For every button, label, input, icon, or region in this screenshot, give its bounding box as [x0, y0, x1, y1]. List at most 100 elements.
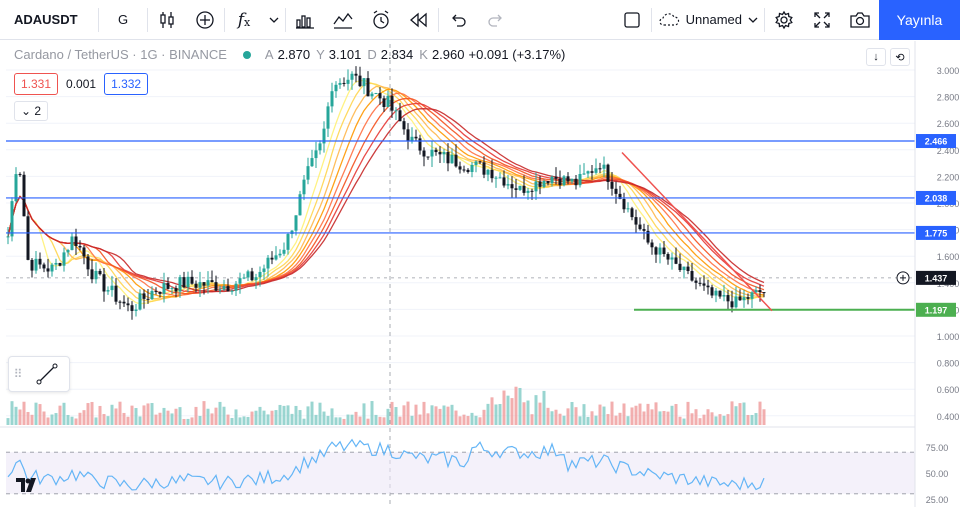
price-label-badge	[916, 190, 956, 205]
ideas-chart-icon[interactable]	[324, 0, 362, 40]
candle-body	[186, 276, 190, 288]
fullscreen-expand-icon[interactable]	[803, 0, 841, 40]
candle-body	[598, 168, 602, 170]
bid-button[interactable]: 1.331	[14, 73, 59, 95]
price-tick-label: 0.600	[937, 385, 960, 395]
volume-bar	[506, 395, 510, 425]
volume-bar	[722, 415, 726, 425]
financials-icon[interactable]	[286, 0, 324, 40]
drag-handle-icon[interactable]: ⠿	[13, 367, 23, 381]
camera-snapshot-icon[interactable]	[841, 0, 879, 40]
moving-average-line	[7, 97, 765, 295]
moving-average-line	[7, 85, 765, 300]
candle-body	[134, 309, 138, 311]
open-label: A	[264, 47, 274, 62]
redo-icon[interactable]	[477, 0, 515, 40]
volume-bar	[490, 397, 494, 425]
candle-body	[638, 224, 642, 230]
alert-clock-icon[interactable]	[362, 0, 400, 40]
volume-bar	[442, 405, 446, 425]
volume-bar	[398, 416, 402, 425]
volume-bar	[326, 415, 330, 425]
layout-name-button[interactable]: Unnamed	[652, 0, 764, 40]
undo-icon[interactable]	[439, 0, 477, 40]
candle-body	[682, 266, 686, 271]
volume-bar	[238, 417, 242, 425]
volume-bar	[38, 404, 42, 425]
ask-button[interactable]: 1.332	[104, 73, 149, 95]
candle-body	[378, 93, 382, 99]
settings-gear-icon[interactable]	[765, 0, 803, 40]
candle-body	[710, 287, 714, 296]
volume-bar	[334, 417, 338, 425]
volume-bar	[290, 413, 294, 425]
add-compare-icon[interactable]	[186, 0, 224, 40]
candle-body	[470, 164, 474, 173]
volume-bar	[486, 403, 490, 425]
divider	[650, 7, 652, 32]
candle-body	[106, 290, 110, 292]
volume-bar	[730, 401, 734, 425]
candle-body	[302, 179, 306, 195]
candle-body	[170, 288, 174, 290]
interval-button[interactable]: G	[117, 12, 129, 27]
volume-bar	[154, 414, 158, 425]
volume-bar	[562, 415, 566, 425]
volume-bar	[662, 410, 666, 425]
divider	[98, 7, 99, 32]
chart-canvas[interactable]: 3.0002.8002.6002.4002.2002.0001.8001.600…	[0, 41, 960, 507]
price-label-text: 2.466	[925, 137, 948, 147]
replay-icon[interactable]	[400, 0, 438, 40]
candle-body	[118, 301, 122, 303]
candle-body	[258, 271, 262, 278]
volume-bar	[734, 406, 738, 425]
candle-body	[238, 278, 242, 284]
publish-button[interactable]: Yayınla	[879, 0, 960, 40]
trend-line-tool-icon[interactable]	[27, 356, 67, 392]
symbol-search-button[interactable]: ADAUSDT	[14, 12, 78, 27]
candle-body	[674, 257, 678, 264]
candle-body	[86, 256, 90, 270]
candles-icon[interactable]	[148, 0, 186, 40]
price-candles	[6, 66, 766, 320]
candle-body	[490, 169, 494, 179]
candle-body	[394, 110, 398, 112]
candle-body	[586, 171, 590, 174]
chevron-down-icon[interactable]	[263, 0, 285, 40]
volume-bar	[574, 407, 578, 425]
candle-body	[678, 263, 682, 271]
candle-body	[554, 176, 558, 179]
chevron-down-icon	[748, 17, 758, 23]
price-axis[interactable]: 3.0002.8002.6002.4002.2002.0001.8001.600…	[896, 41, 960, 507]
auto-scale-icon[interactable]: ⟲	[890, 48, 910, 66]
horizontal-lines[interactable]	[6, 140, 915, 312]
candle-body	[642, 229, 646, 231]
candle-body	[734, 296, 738, 308]
price-label-text: 2.038	[925, 193, 948, 203]
candle-body	[454, 154, 458, 167]
volume-bar	[438, 408, 442, 425]
candle-body	[62, 252, 66, 266]
indicators-toggle-button[interactable]: ⌄ 2	[14, 101, 49, 121]
candle-body	[138, 293, 142, 310]
candle-body	[90, 269, 94, 280]
volume-bar	[498, 404, 502, 425]
candle-body	[390, 95, 394, 111]
candle-body	[110, 285, 114, 291]
volume-bar	[22, 401, 26, 425]
candle-body	[606, 164, 610, 182]
candle-body	[346, 79, 350, 84]
candle-body	[190, 276, 194, 284]
price-label-badge	[916, 134, 956, 149]
tradingview-logo-icon[interactable]	[16, 478, 40, 497]
candle-body	[198, 282, 202, 288]
candle-body	[386, 95, 390, 107]
download-arrow-icon[interactable]: ↓	[866, 48, 886, 66]
fullscreen-box-icon[interactable]	[613, 0, 651, 40]
price-label-badge	[916, 225, 956, 240]
candle-body	[614, 188, 618, 194]
candle-body	[518, 185, 522, 190]
volume-bar	[706, 409, 710, 425]
candle-body	[274, 255, 278, 260]
